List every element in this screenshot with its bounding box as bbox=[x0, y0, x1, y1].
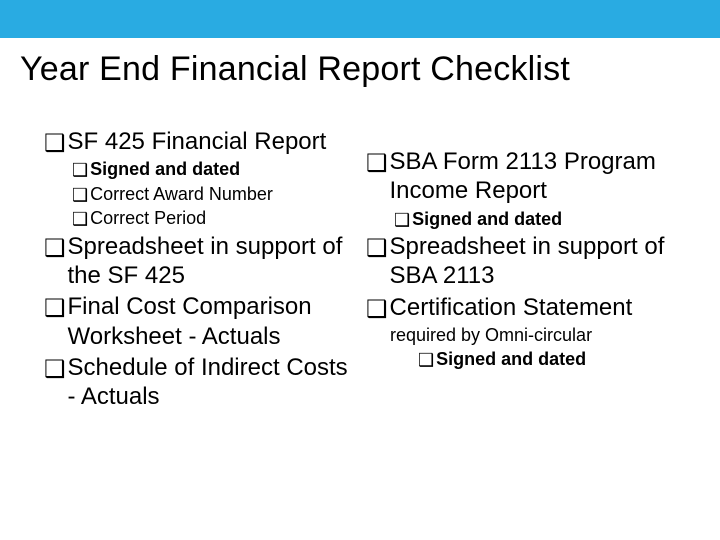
slide-body: Year End Financial Report Checklist ❑ SF… bbox=[0, 38, 720, 413]
bullet-text: Spreadsheet in support of the SF 425 bbox=[68, 232, 362, 291]
checkbox-icon: ❑ bbox=[72, 159, 88, 182]
bullet-text: Final Cost Comparison Worksheet - Actual… bbox=[68, 292, 362, 351]
checkbox-icon: ❑ bbox=[418, 349, 434, 372]
bullet-text: SF 425 Financial Report bbox=[68, 127, 362, 156]
checkbox-icon: ❑ bbox=[366, 234, 388, 263]
sub-award-number: ❑ Correct Award Number bbox=[72, 183, 362, 206]
checkbox-icon: ❑ bbox=[72, 208, 88, 231]
checkbox-icon: ❑ bbox=[44, 355, 66, 384]
sub-text: Signed and dated bbox=[90, 158, 362, 181]
sub-text: Correct Period bbox=[90, 207, 362, 230]
bullet-spreadsheet-sba: ❑ Spreadsheet in support of SBA 2113 bbox=[366, 232, 684, 291]
sub-text: required by Omni-circular bbox=[390, 324, 684, 347]
checkbox-icon: ❑ bbox=[394, 209, 410, 232]
checkbox-icon: ❑ bbox=[366, 149, 388, 178]
bullet-spreadsheet-sf425: ❑ Spreadsheet in support of the SF 425 bbox=[44, 232, 362, 291]
bullet-indirect-costs: ❑ Schedule of Indirect Costs - Actuals bbox=[44, 353, 362, 412]
sub-text: Correct Award Number bbox=[90, 183, 362, 206]
subsub-signed-dated: ❑ Signed and dated bbox=[418, 348, 684, 371]
bullet-certification: ❑ Certification Statement bbox=[366, 293, 684, 322]
left-column: ❑ SF 425 Financial Report ❑ Signed and d… bbox=[20, 127, 366, 413]
sub-omni-circular: required by Omni-circular bbox=[390, 324, 684, 347]
checkbox-icon: ❑ bbox=[44, 129, 66, 158]
right-column: ❑ SBA Form 2113 Program Income Report ❑ … bbox=[366, 127, 700, 413]
sub-signed-dated-r1: ❑ Signed and dated bbox=[394, 208, 684, 231]
bullet-final-cost: ❑ Final Cost Comparison Worksheet - Actu… bbox=[44, 292, 362, 351]
checkbox-icon: ❑ bbox=[44, 294, 66, 323]
accent-bar bbox=[0, 0, 720, 38]
content-columns: ❑ SF 425 Financial Report ❑ Signed and d… bbox=[20, 127, 700, 413]
bullet-sf425: ❑ SF 425 Financial Report bbox=[44, 127, 362, 156]
checkbox-icon: ❑ bbox=[44, 234, 66, 263]
sub-signed-dated: ❑ Signed and dated bbox=[72, 158, 362, 181]
checkbox-icon: ❑ bbox=[72, 184, 88, 207]
sub-text: Signed and dated bbox=[412, 208, 684, 231]
page-title: Year End Financial Report Checklist bbox=[20, 50, 700, 89]
bullet-text: SBA Form 2113 Program Income Report bbox=[390, 147, 684, 206]
bullet-text: Certification Statement bbox=[390, 293, 684, 322]
sub-text: Signed and dated bbox=[436, 348, 684, 371]
bullet-text: Schedule of Indirect Costs - Actuals bbox=[68, 353, 362, 412]
sub-period: ❑ Correct Period bbox=[72, 207, 362, 230]
bullet-sba2113: ❑ SBA Form 2113 Program Income Report bbox=[366, 147, 684, 206]
bullet-text: Spreadsheet in support of SBA 2113 bbox=[390, 232, 684, 291]
checkbox-icon: ❑ bbox=[366, 295, 388, 324]
